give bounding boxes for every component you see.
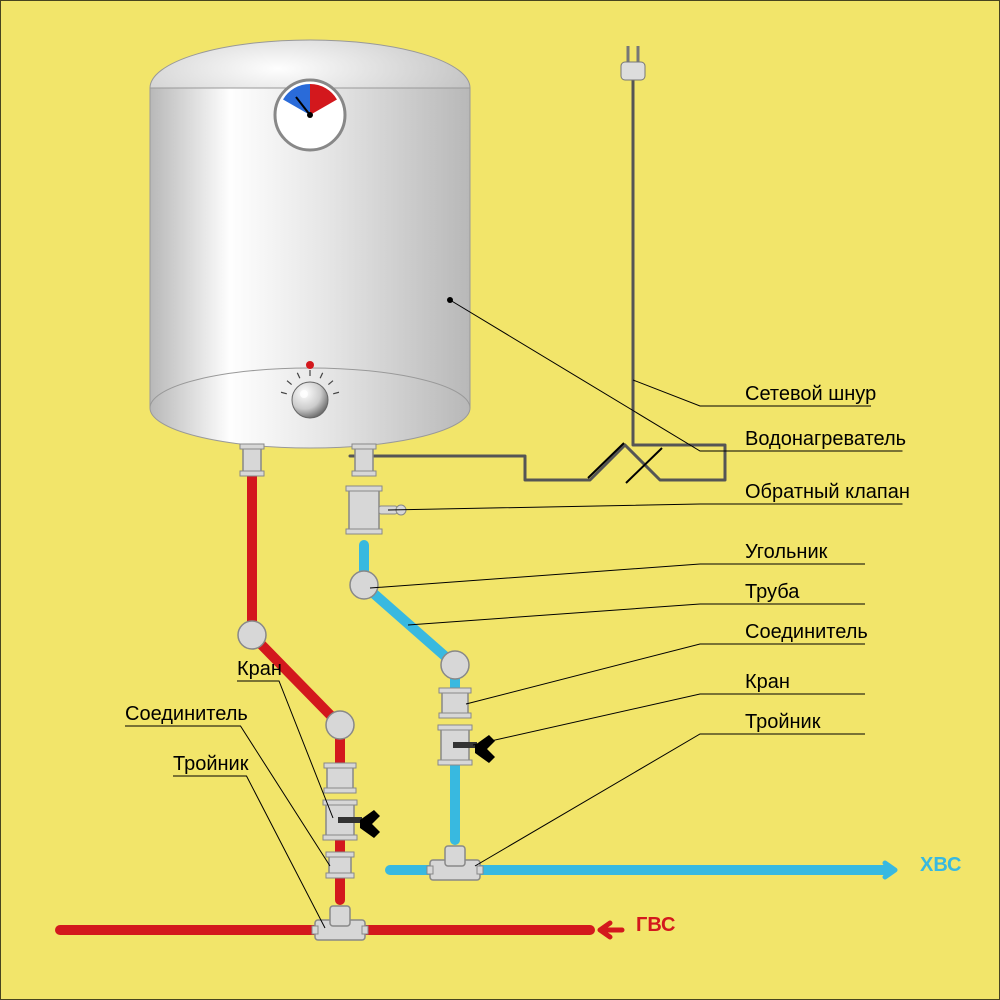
label-text: Угольник bbox=[745, 541, 828, 563]
label-text: Тройник bbox=[173, 753, 249, 775]
label-text: Труба bbox=[745, 581, 800, 603]
label-text: Тройник bbox=[745, 711, 821, 733]
label-text: ХВС bbox=[920, 854, 961, 876]
label-text: Водонагреватель bbox=[745, 428, 906, 450]
check-valve bbox=[349, 488, 379, 532]
temp-knob[interactable] bbox=[292, 382, 328, 418]
label-text: Сетевой шнур bbox=[745, 383, 876, 405]
label-text: Соединитель bbox=[125, 703, 248, 725]
label-text: Кран bbox=[237, 658, 282, 680]
label-text: Соединитель bbox=[745, 621, 868, 643]
inlet-fitting bbox=[355, 446, 373, 474]
elbow-fitting bbox=[326, 711, 354, 739]
connector bbox=[442, 690, 468, 716]
label-text: ГВС bbox=[636, 914, 675, 936]
led-icon bbox=[306, 361, 314, 369]
label-text: Обратный клапан bbox=[745, 481, 910, 503]
inlet-fitting bbox=[243, 446, 261, 474]
elbow-fitting bbox=[238, 621, 266, 649]
elbow-fitting bbox=[441, 651, 469, 679]
elbow-fitting bbox=[350, 571, 378, 599]
plug-icon bbox=[621, 62, 645, 80]
connector bbox=[327, 765, 353, 791]
label-text: Кран bbox=[745, 671, 790, 693]
